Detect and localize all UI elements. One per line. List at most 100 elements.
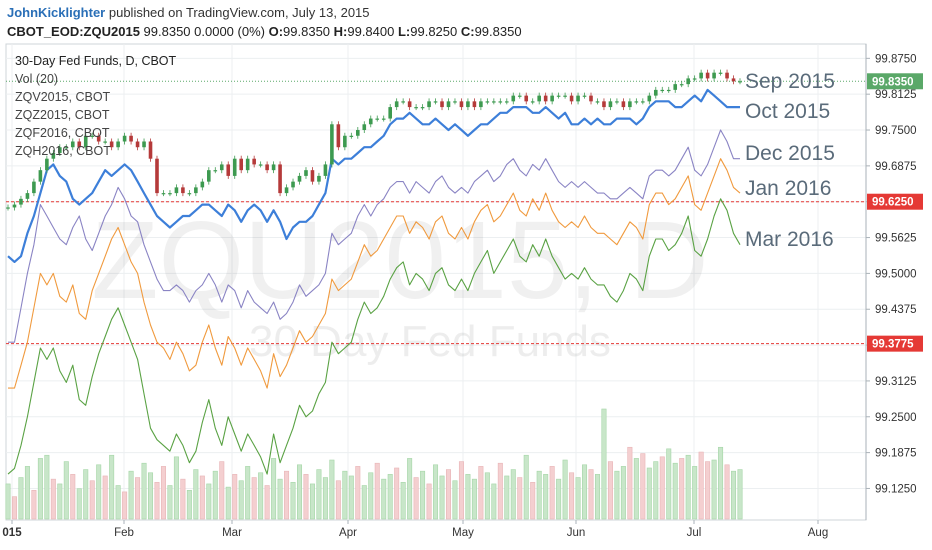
candle-body [414, 107, 418, 109]
candle-body [109, 141, 114, 148]
candle-body [686, 78, 690, 85]
candle-body [90, 135, 95, 137]
candle-body [349, 135, 354, 137]
candle-body [70, 141, 75, 148]
candle-body [556, 95, 561, 97]
x-tick-label-may: May [452, 527, 474, 539]
candle-body [530, 101, 535, 103]
candle-body [375, 118, 380, 120]
candle-body [168, 193, 172, 195]
candle-body [83, 135, 88, 148]
candle-body [58, 147, 62, 153]
high-value: 99.8400 [347, 24, 398, 39]
series-label-mar: Mar 2016 [745, 228, 834, 251]
y-tick-label: 99.2500 [875, 412, 917, 424]
x-tick-label-jul: Jul [687, 527, 702, 539]
volume-bar [122, 491, 128, 520]
close-label: C: [460, 24, 475, 39]
volume-bar [277, 478, 283, 520]
candle-body [323, 164, 328, 176]
candle-body [207, 170, 211, 182]
candle-body [32, 181, 36, 194]
publish-line: JohnKicklighter published on TradingView… [7, 3, 867, 22]
candle-body [492, 101, 496, 103]
candle-body [330, 124, 334, 165]
candle-body [602, 101, 606, 108]
candle-body [543, 95, 548, 102]
candle-body [258, 164, 263, 166]
author-link[interactable]: JohnKicklighter [7, 5, 106, 20]
candle-body [589, 95, 593, 102]
candle-body [634, 101, 639, 103]
volume-bar [445, 469, 451, 520]
volume-bar [543, 474, 549, 520]
candle-body [427, 101, 431, 108]
candle-body [116, 141, 120, 148]
volume-bar [685, 454, 691, 520]
volume-bar [316, 469, 322, 520]
volume-bar [646, 467, 652, 520]
candle-body [77, 141, 82, 148]
volume-bar [180, 478, 186, 520]
candle-body [142, 141, 146, 148]
candle-body [122, 135, 127, 142]
candle-body [362, 124, 367, 131]
volume-bar [510, 469, 516, 520]
volume-bar [368, 472, 374, 520]
y-tick-label: 99.1250 [875, 483, 917, 495]
volume-bar [24, 466, 30, 520]
volume-bar [57, 483, 63, 520]
candle-body [550, 95, 554, 102]
volume-bar [569, 472, 575, 520]
volume-bar [102, 475, 108, 520]
candle-body [485, 101, 490, 103]
open-value: 99.8350 [283, 24, 334, 39]
volume-bar [154, 482, 160, 520]
level-tag-0-bg [867, 193, 923, 210]
volume-bar [225, 486, 231, 520]
y-tick-label: 99.5000 [875, 268, 917, 280]
price-tags: 99.6250 99.3775 99.8350 [867, 73, 923, 352]
volume-bar [258, 472, 264, 520]
low-value: 99.8250 [410, 24, 461, 39]
candle-body [155, 158, 159, 194]
volume-bar [640, 453, 646, 520]
volume-bar [465, 474, 471, 520]
candle-body [537, 95, 541, 102]
volume-bar [348, 475, 354, 520]
candle-body [628, 101, 632, 108]
volume-bar [705, 461, 711, 520]
volume-bar [607, 461, 613, 520]
legend-item-zqz: ZQZ2015, CBOT [15, 108, 110, 122]
volume-bar [5, 483, 11, 520]
level-tag-0-label: 99.6250 [872, 197, 914, 209]
candle-body [563, 95, 567, 97]
volume-bar [387, 474, 393, 520]
volume-bar [575, 477, 581, 520]
volume-bar [76, 488, 82, 520]
volume-bar [504, 475, 510, 520]
legend: 30-Day Fed Funds, D, CBOT Vol (20) ZQV20… [15, 54, 177, 158]
volume-bar [381, 478, 387, 520]
candle-body [291, 181, 295, 188]
candle-body [304, 170, 308, 176]
volume-bar [96, 464, 102, 520]
candle-body [194, 187, 198, 194]
candle-body [453, 101, 457, 103]
candle-body [712, 72, 716, 79]
candle-body [498, 101, 503, 103]
volume-bar [63, 461, 69, 520]
volume-bar [426, 483, 432, 520]
x-tick-label-apr: Apr [339, 527, 357, 539]
y-axis: 99.8750 99.8125 99.7500 99.6875 99.6250 99.56… [865, 44, 917, 520]
watermark-symbol: ZQU2015, D [91, 199, 708, 322]
candle-body [731, 78, 736, 82]
candle-body [25, 193, 30, 199]
volume-bar [458, 461, 464, 520]
series-labels: Sep 2015 Oct 2015 Dec 2015 Jan 2016 Mar 2016 [745, 70, 835, 251]
volume-bar [31, 490, 37, 520]
volume-bar [167, 485, 173, 520]
volume-bar [497, 462, 503, 520]
legend-title: 30-Day Fed Funds, D, CBOT [15, 54, 177, 68]
